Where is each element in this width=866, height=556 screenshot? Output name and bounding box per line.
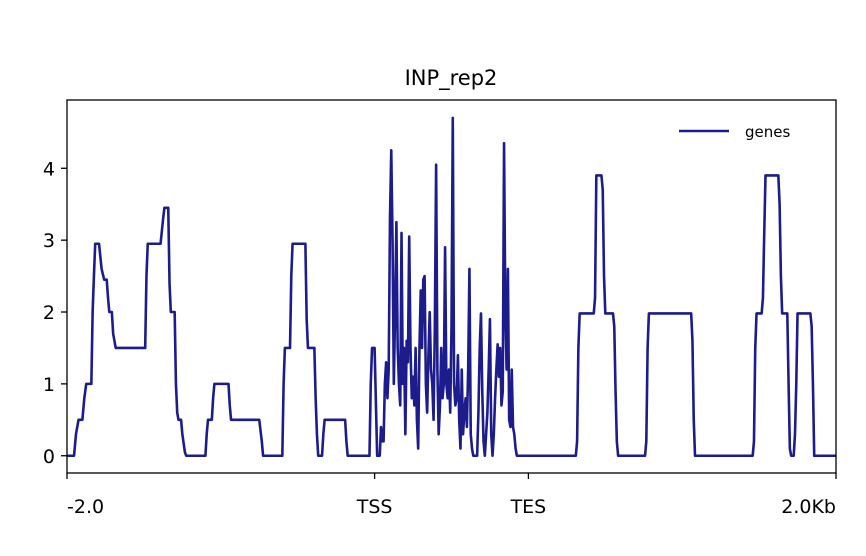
x-tick-label: -2.0 [67,496,104,518]
legend: genes [679,123,790,141]
y-tick-label: 4 [43,158,55,180]
series-line-genes [67,116,836,458]
y-axis: 0 1 2 3 4 [43,158,67,468]
legend-label: genes [745,123,790,141]
x-tick-label: TSS [356,496,393,518]
y-tick-label: 0 [43,446,55,468]
chart-title: INP_rep2 [405,66,498,91]
x-axis: -2.0 TSS TES 2.0Kb [66,473,837,518]
x-tick-label: 2.0Kb [781,496,836,518]
x-tick-label: TES [510,496,547,518]
plot-area [67,116,836,458]
y-tick-label: 3 [43,230,55,252]
y-tick-label: 2 [43,302,55,324]
plot-frame [66,99,837,474]
y-tick-label: 1 [43,374,55,396]
